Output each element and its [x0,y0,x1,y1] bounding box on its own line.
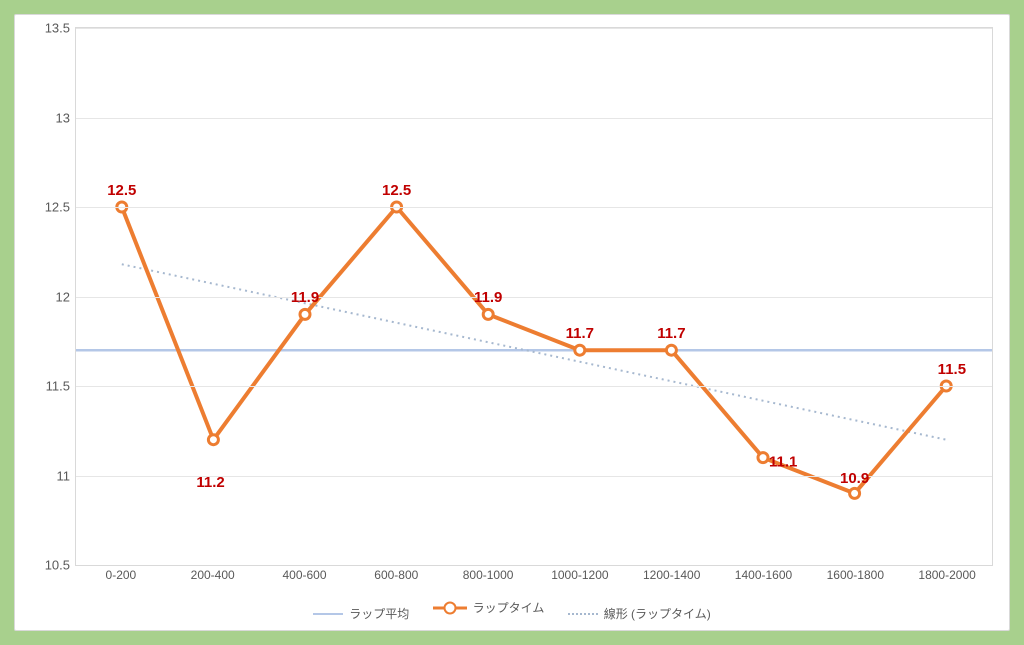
data-label: 11.2 [196,474,224,491]
laptime-marker [483,309,493,319]
chart-outer-frame: 10.5 11 11.5 12 12.5 13 13.5 12.5 11.2 11.9 12.5 11… [0,0,1024,645]
y-tick-label: 12 [56,289,70,304]
x-tick-label: 1200-1400 [643,568,700,582]
legend-label-laptime: ラップタイム [473,599,545,616]
x-tick-label: 800-1000 [463,568,514,582]
legend-label-trend: 線形 (ラップタイム) [604,605,711,622]
legend-swatch-trend [568,613,598,615]
laptime-marker [300,309,310,319]
y-tick-label: 13 [56,110,70,125]
data-label: 11.9 [291,289,319,306]
legend-item-trend: 線形 (ラップタイム) [568,605,711,622]
laptime-marker [575,345,585,355]
data-label: 11.7 [657,325,685,342]
plot-area: 10.51111.51212.51313.512.511.211.912.511… [75,27,993,566]
legend-swatch-average [313,613,343,615]
data-label: 11.9 [474,289,502,306]
legend-item-lap-time: ラップタイム [433,599,545,616]
x-tick-label: 1800-2000 [918,568,975,582]
x-axis-labels: 0-200 200-400 400-600 600-800 800-1000 1000-1… [75,568,993,588]
y-tick-label: 11.5 [46,379,70,394]
chart-inner-frame: 10.5 11 11.5 12 12.5 13 13.5 12.5 11.2 11.9 12.5 11… [14,14,1010,631]
laptime-marker [850,488,860,498]
data-label: 11.1 [769,453,797,470]
y-tick-label: 12.5 [45,200,70,215]
y-tick-label: 11 [57,468,71,483]
legend: ラップ平均 ラップタイム 線形 (ラップタイム) [15,599,1009,622]
x-tick-label: 200-400 [191,568,235,582]
trend-line [122,264,946,439]
legend-swatch-laptime [433,601,467,615]
laptime-marker [666,345,676,355]
x-tick-label: 1000-1200 [551,568,608,582]
data-label: 10.9 [840,470,869,487]
x-tick-label: 1400-1600 [735,568,792,582]
legend-label-average: ラップ平均 [349,605,409,622]
data-label: 11.7 [566,325,594,342]
data-label: 11.5 [938,361,966,378]
x-tick-label: 400-600 [282,568,326,582]
data-label: 12.5 [107,182,136,199]
x-tick-label: 0-200 [106,568,137,582]
legend-item-lap-average: ラップ平均 [313,605,409,622]
x-tick-label: 1600-1800 [827,568,884,582]
laptime-marker [208,435,218,445]
data-label: 12.5 [382,182,411,199]
y-tick-label: 13.5 [45,21,70,36]
y-tick-label: 10.5 [45,558,70,573]
x-tick-label: 600-800 [374,568,418,582]
laptime-marker [758,453,768,463]
